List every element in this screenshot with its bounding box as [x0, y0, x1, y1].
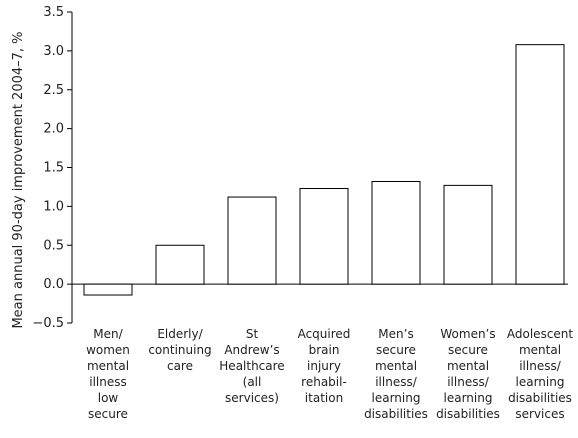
bar: [155, 244, 205, 285]
bar: [83, 283, 133, 296]
y-tick-label: 3.0: [43, 44, 64, 59]
y-ticks: −0.5 0.0 0.5 1.0 1.5 2.0 2.5 3.0 3.5: [32, 5, 72, 331]
category-label: Elderly/continuing care: [148, 327, 211, 373]
bars: [83, 44, 565, 296]
category-label: Men’s secure mental illness/learning disabil…: [364, 327, 428, 421]
category-label: Adolescent mental illness/learning disabili…: [507, 327, 574, 421]
bar: [515, 44, 565, 285]
y-axis-label: Mean annual 90-day improvement 2004–7, %: [11, 31, 26, 328]
category-label: Women’s secure mental illness/learning disab…: [436, 327, 500, 421]
y-tick-label: 1.5: [43, 161, 64, 176]
category-label: St Andrew’s Healthcare (all services): [219, 327, 284, 405]
y-tick-label: 3.5: [43, 5, 64, 20]
category-label: Men/women mental illness low secure: [86, 327, 130, 421]
category-labels: Men/women mental illness low secure Elderly/c…: [86, 327, 573, 421]
bar: [371, 180, 421, 285]
category-label: Acquired brain injury rehabil-itation: [298, 327, 351, 405]
y-tick-label: 2.5: [43, 83, 64, 98]
bar: [443, 184, 493, 285]
y-tick-label: 1.0: [43, 199, 64, 214]
y-tick-label: 2.0: [43, 122, 64, 137]
bar: [299, 187, 349, 285]
y-tick-label: 0.5: [43, 238, 64, 253]
y-tick-label: −0.5: [32, 316, 64, 331]
y-tick-label: 0.0: [43, 277, 64, 292]
bar: [227, 196, 277, 285]
